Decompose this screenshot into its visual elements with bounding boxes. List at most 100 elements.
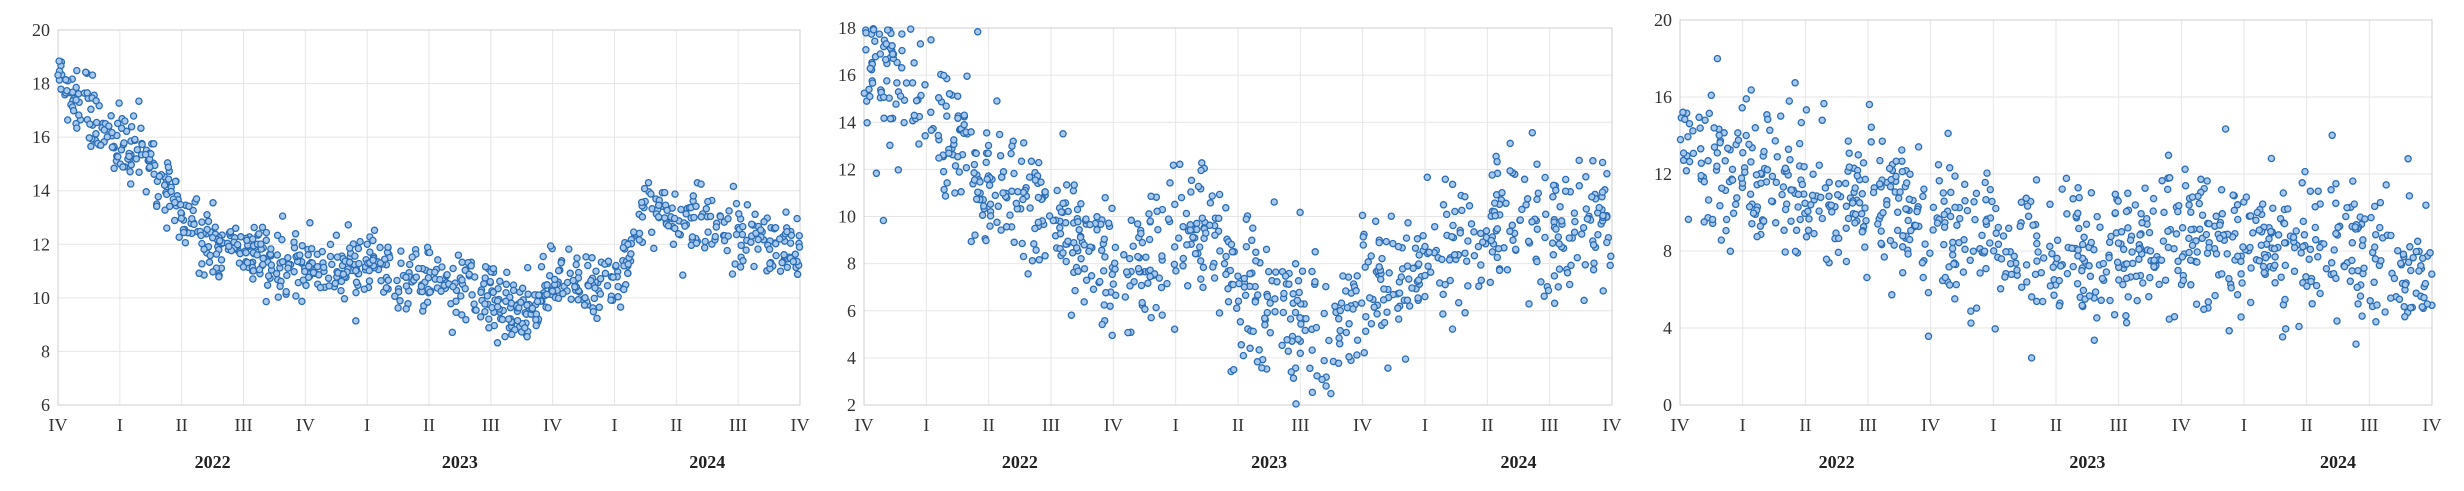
data-point (537, 262, 546, 271)
data-point (457, 292, 465, 300)
data-point (262, 228, 271, 237)
data-point (972, 149, 980, 158)
data-point (1603, 169, 1611, 178)
data-point (2097, 296, 2105, 305)
data-point (161, 206, 169, 214)
data-point (712, 223, 721, 231)
data-point (574, 296, 582, 304)
data-point (670, 214, 679, 223)
y-tick-label: 14 (32, 181, 50, 201)
data-point (1976, 269, 1984, 277)
data-point (2124, 224, 2132, 232)
data-point (724, 215, 732, 223)
data-point (1252, 248, 1260, 257)
data-point (1186, 226, 1195, 234)
data-point (866, 64, 875, 73)
data-point (2158, 176, 2166, 185)
data-point (1387, 212, 1396, 220)
data-point (1886, 236, 1895, 245)
data-point (640, 184, 649, 193)
data-point (2161, 276, 2170, 284)
data-point (2098, 274, 2107, 283)
data-point (1906, 170, 1914, 178)
data-point (1382, 237, 1391, 246)
data-point (1898, 146, 1906, 154)
data-point (1986, 239, 1994, 247)
data-point (700, 244, 709, 252)
data-point (1845, 149, 1853, 157)
data-point (1025, 173, 1034, 181)
data-point (62, 76, 70, 84)
data-point (554, 294, 563, 303)
data-point (1283, 336, 1291, 344)
data-point (772, 251, 780, 260)
data-point (1189, 233, 1197, 242)
data-point (127, 122, 136, 131)
data-point (2297, 249, 2305, 257)
data-point (255, 230, 263, 238)
data-point (711, 232, 720, 241)
data-point (2099, 259, 2108, 268)
data-point (545, 271, 554, 280)
data-point (352, 288, 360, 297)
data-point (2396, 259, 2405, 268)
data-point (595, 303, 604, 312)
data-point (2225, 327, 2233, 335)
data-point (1313, 372, 1321, 380)
data-point (2079, 286, 2088, 295)
y-tick-label: 8 (41, 341, 50, 361)
data-point (1336, 326, 1344, 335)
data-point (115, 99, 123, 107)
data-point (2086, 272, 2095, 281)
data-point (1228, 248, 1237, 256)
data-point (2178, 253, 2187, 261)
data-point (1552, 186, 1560, 195)
data-point (1215, 190, 1224, 199)
data-point (2111, 190, 2120, 199)
data-point (1295, 288, 1303, 297)
data-point (2314, 253, 2322, 261)
data-point (1110, 259, 1119, 267)
data-point (2301, 167, 2309, 176)
data-point (1311, 278, 1319, 286)
data-point (2082, 220, 2091, 228)
y-tick-label: 8 (847, 254, 856, 274)
data-point (660, 188, 669, 197)
data-point (305, 262, 313, 271)
data-point (1266, 328, 1275, 337)
data-point (489, 264, 498, 273)
data-point (1296, 349, 1305, 358)
data-point (452, 297, 460, 305)
data-point (2350, 200, 2359, 208)
data-point (189, 206, 197, 215)
data-point (83, 89, 91, 97)
x-tick-label: I (2241, 415, 2247, 435)
x-tick-label: II (2050, 415, 2062, 435)
data-point (1401, 355, 1410, 363)
data-point (2164, 227, 2172, 235)
data-point (149, 140, 158, 148)
data-point (1072, 244, 1081, 252)
data-point (750, 262, 758, 271)
x-tick-label: IV (1603, 415, 1622, 435)
data-point (2163, 185, 2172, 194)
data-point (1166, 179, 1174, 187)
data-point (935, 154, 943, 162)
x-tick-label: II (1232, 415, 1244, 435)
data-point (2149, 194, 2158, 203)
data-point (2246, 212, 2255, 220)
data-point (2356, 292, 2365, 300)
data-point (1157, 283, 1166, 292)
data-point (1857, 210, 1866, 218)
data-point (2292, 227, 2300, 235)
data-point (1234, 272, 1242, 280)
data-point (1465, 202, 1474, 210)
data-point (1914, 143, 1923, 151)
data-point (1306, 364, 1314, 373)
data-point (1421, 271, 1429, 280)
data-point (2123, 260, 2131, 268)
data-point (521, 324, 529, 332)
data-point (1041, 188, 1049, 196)
data-point (2348, 256, 2356, 265)
data-point (1763, 166, 1772, 174)
